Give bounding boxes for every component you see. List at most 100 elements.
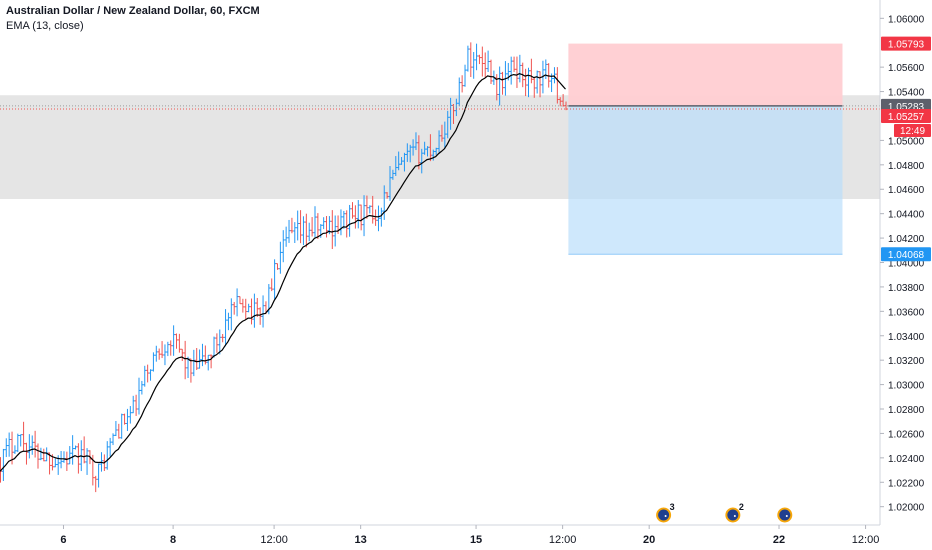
ohlc-bar[interactable]: [428, 134, 432, 162]
ohlc-bar[interactable]: [108, 437, 112, 457]
ohlc-bar[interactable]: [524, 68, 528, 97]
ema-13-line[interactable]: [0, 73, 566, 472]
symbol-title[interactable]: Australian Dollar / New Zealand Dollar, …: [6, 5, 260, 17]
ohlc-bar[interactable]: [538, 71, 542, 98]
ohlc-bar[interactable]: [59, 450, 63, 469]
ohlc-bar[interactable]: [475, 43, 479, 71]
ohlc-bar[interactable]: [480, 46, 484, 77]
ohlc-bar[interactable]: [203, 345, 207, 365]
last-price-tag[interactable]: 1.05257: [888, 112, 925, 123]
ohlc-bar[interactable]: [365, 195, 369, 219]
ohlc-bar[interactable]: [71, 435, 75, 465]
ohlc-bar[interactable]: [316, 213, 320, 240]
ohlc-bar[interactable]: [457, 77, 461, 107]
ohlc-bar[interactable]: [65, 451, 69, 471]
ohlc-bar[interactable]: [177, 333, 181, 353]
ohlc-bar[interactable]: [105, 441, 109, 470]
ohlc-bar[interactable]: [330, 210, 334, 250]
ohlc-bar[interactable]: [437, 130, 441, 153]
ohlc-bar[interactable]: [411, 139, 415, 156]
ohlc-bar[interactable]: [552, 67, 556, 84]
ohlc-bar[interactable]: [85, 448, 89, 475]
ohlc-bar[interactable]: [296, 210, 300, 241]
ohlc-bar[interactable]: [221, 333, 225, 343]
ohlc-bar[interactable]: [356, 200, 360, 229]
ohlc-bar[interactable]: [345, 210, 349, 238]
ohlc-bar[interactable]: [163, 344, 167, 366]
ohlc-bar[interactable]: [229, 298, 233, 331]
ohlc-bar[interactable]: [255, 297, 259, 317]
ohlc-bar[interactable]: [275, 263, 279, 270]
indicator-label[interactable]: EMA (13, close): [6, 20, 84, 32]
ohlc-bar[interactable]: [420, 148, 424, 174]
ohlc-bar[interactable]: [224, 309, 228, 347]
ohlc-bar[interactable]: [278, 241, 282, 274]
ohlc-bar[interactable]: [166, 341, 170, 357]
ohlc-bar[interactable]: [379, 207, 383, 227]
ohlc-bar[interactable]: [149, 369, 153, 381]
ohlc-bar[interactable]: [189, 358, 193, 383]
ohlc-bar[interactable]: [307, 222, 311, 242]
ohlc-bar[interactable]: [241, 298, 245, 313]
ohlc-bar[interactable]: [27, 434, 31, 459]
ohlc-bar[interactable]: [547, 63, 551, 88]
ohlc-bar[interactable]: [13, 445, 17, 454]
ohlc-bar[interactable]: [532, 76, 536, 98]
ohlc-bar[interactable]: [483, 52, 487, 78]
ohlc-bar[interactable]: [74, 445, 78, 450]
ohlc-bar[interactable]: [434, 147, 438, 155]
ohlc-bar[interactable]: [244, 298, 248, 320]
ohlc-bar[interactable]: [218, 329, 222, 355]
ohlc-bar[interactable]: [154, 345, 158, 362]
ohlc-bar[interactable]: [273, 259, 277, 300]
ohlc-bar[interactable]: [68, 446, 72, 465]
ohlc-bar[interactable]: [4, 438, 8, 458]
event-flag[interactable]: [776, 506, 794, 524]
ohlc-bar[interactable]: [472, 52, 476, 79]
ohlc-bar[interactable]: [82, 436, 86, 464]
ohlc-bar[interactable]: [209, 354, 213, 369]
ohlc-bar[interactable]: [140, 380, 144, 395]
ohlc-bar[interactable]: [125, 408, 129, 431]
ohlc-bar[interactable]: [215, 333, 219, 353]
ohlc-bar[interactable]: [417, 135, 421, 170]
ohlc-bar[interactable]: [463, 64, 467, 87]
ohlc-bar[interactable]: [368, 205, 372, 214]
ohlc-bar[interactable]: [235, 288, 239, 317]
ohlc-bar[interactable]: [200, 343, 204, 367]
ohlc-bar[interactable]: [431, 149, 435, 161]
ohlc-bar[interactable]: [123, 413, 127, 425]
stop-price-tag[interactable]: 1.05793: [888, 40, 925, 51]
ohlc-bar[interactable]: [397, 151, 401, 171]
ohlc-bar[interactable]: [53, 458, 57, 468]
ohlc-bar[interactable]: [489, 59, 493, 85]
ohlc-bar[interactable]: [301, 216, 305, 246]
ohlc-bar[interactable]: [252, 293, 256, 328]
ohlc-bar[interactable]: [212, 336, 216, 358]
ohlc-bar[interactable]: [169, 340, 173, 356]
ohlc-bar[interactable]: [48, 452, 52, 475]
ohlc-bar[interactable]: [477, 54, 481, 65]
ohlc-bar[interactable]: [400, 157, 404, 165]
ohlc-bar[interactable]: [388, 166, 392, 201]
ohlc-bar[interactable]: [22, 421, 26, 452]
ohlc-bar[interactable]: [509, 56, 513, 85]
ohlc-bar[interactable]: [183, 340, 187, 380]
ohlc-bar[interactable]: [515, 56, 519, 88]
event-flag[interactable]: 3: [655, 502, 675, 524]
ohlc-bar[interactable]: [310, 217, 314, 237]
ohlc-bar[interactable]: [143, 365, 147, 387]
ohlc-bar[interactable]: [382, 185, 386, 220]
ohlc-bar[interactable]: [535, 70, 539, 94]
ohlc-bar[interactable]: [120, 413, 124, 439]
ohlc-bar[interactable]: [137, 377, 141, 415]
entry-price-tag[interactable]: 1.05283: [888, 102, 925, 113]
ohlc-bar[interactable]: [232, 301, 236, 315]
ohlc-bar[interactable]: [529, 58, 533, 84]
ohlc-bar[interactable]: [7, 432, 11, 457]
ohlc-bar[interactable]: [454, 98, 458, 117]
ohlc-bar[interactable]: [16, 433, 20, 453]
ohlc-bar[interactable]: [281, 230, 285, 263]
ohlc-bar[interactable]: [36, 443, 40, 469]
ohlc-bar[interactable]: [172, 325, 176, 356]
